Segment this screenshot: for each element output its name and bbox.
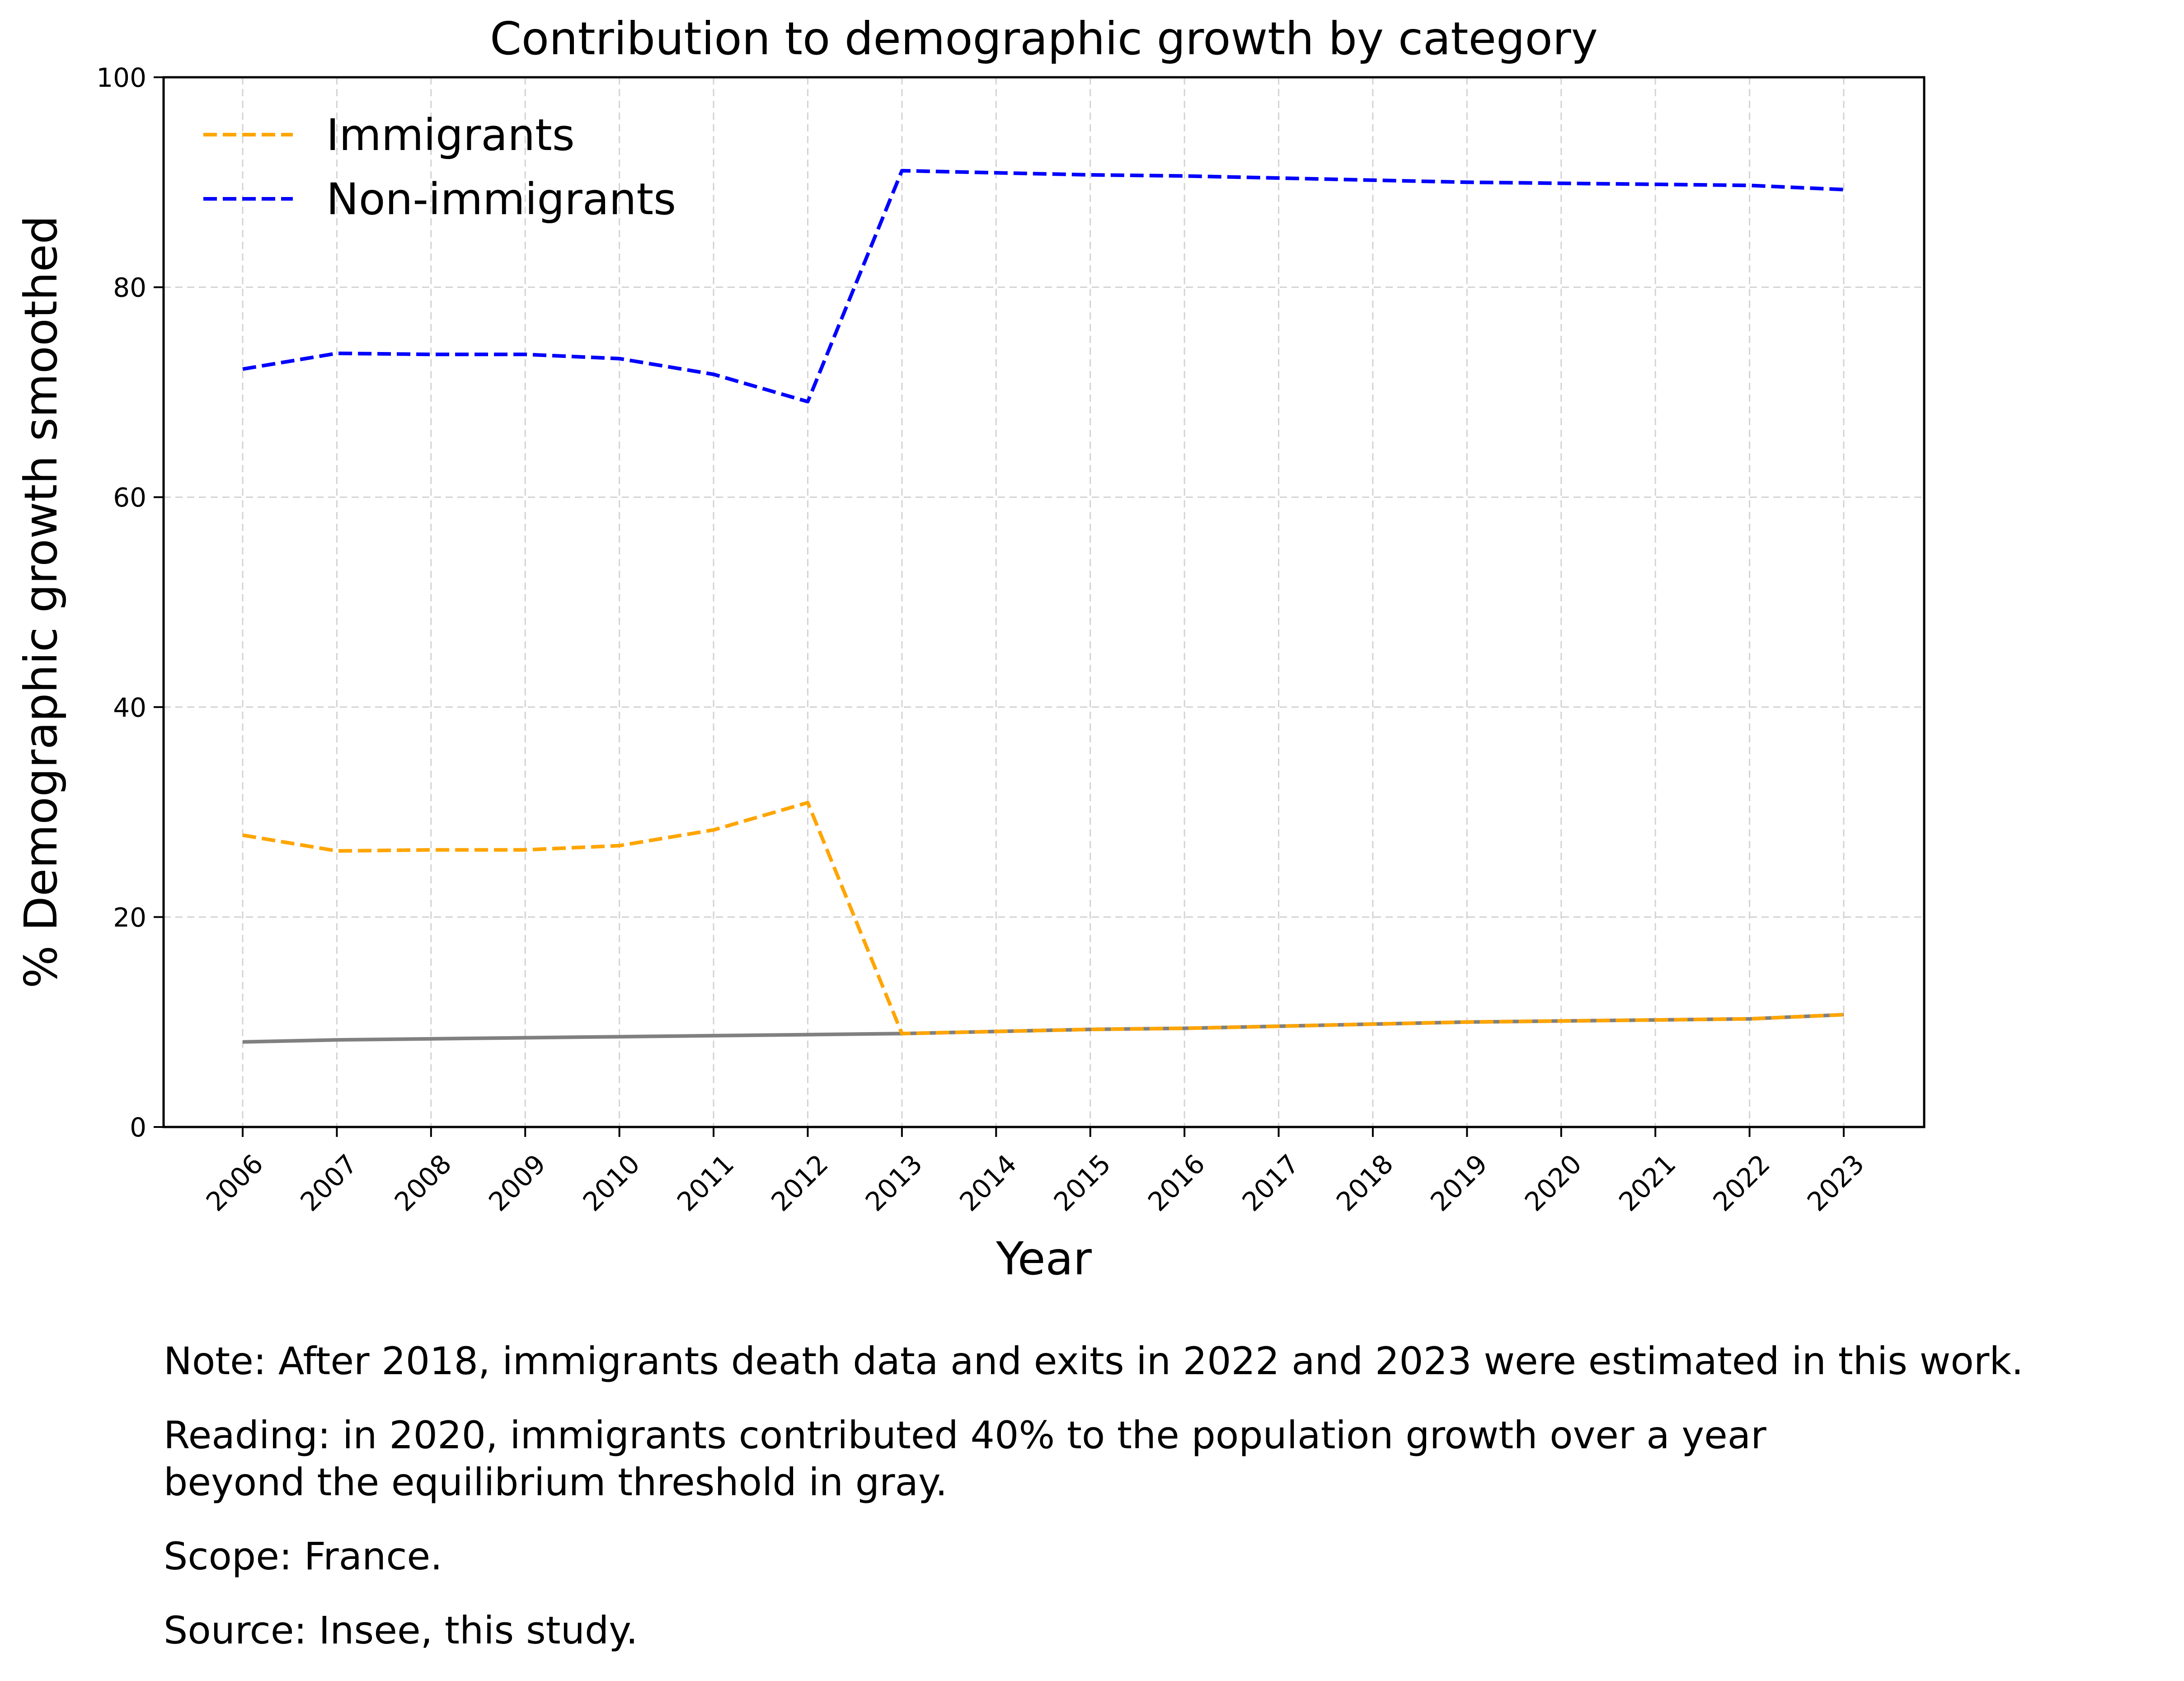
reading-text: Reading: in 2020, immigrants contributed…: [164, 1412, 2170, 1506]
x-tick-label: 2008: [389, 1148, 457, 1217]
x-tick-label: 2013: [860, 1148, 928, 1217]
y-tick-label: 0: [130, 1112, 146, 1143]
legend: Immigrants Non-immigrants: [203, 110, 676, 225]
x-tick-label: 2021: [1613, 1148, 1681, 1217]
series-lines: [243, 171, 1844, 1042]
y-tick-label: 80: [113, 272, 146, 303]
x-tick-label: 2019: [1424, 1148, 1493, 1217]
legend-label-immigrants: Immigrants: [326, 110, 575, 160]
notes-block: Note: After 2018, immigrants death data …: [164, 1338, 2170, 1681]
x-tick-label: 2016: [1142, 1148, 1211, 1217]
y-tick-label: 100: [96, 62, 146, 93]
x-tick-label: 2018: [1330, 1148, 1399, 1217]
chart-title: Contribution to demographic growth by ca…: [490, 12, 1598, 65]
y-tick-label: 60: [113, 482, 146, 513]
immigrants-line: [243, 803, 1844, 1033]
x-tick-label: 2014: [953, 1148, 1022, 1217]
x-tick-label: 2007: [294, 1148, 363, 1217]
x-tick-label: 2022: [1707, 1148, 1776, 1217]
y-tick-label: 40: [113, 692, 146, 723]
x-tick-label: 2006: [200, 1148, 269, 1217]
y-axis-label: % Demographic growth smoothed: [14, 216, 67, 988]
legend-label-non-immigrants: Non-immigrants: [326, 174, 676, 225]
x-tick-label: 2017: [1236, 1148, 1305, 1217]
y-tick-label: 20: [113, 902, 146, 933]
gridlines: [164, 77, 1924, 1127]
x-tick-label: 2023: [1801, 1148, 1870, 1217]
x-tick-label: 2009: [483, 1148, 551, 1217]
scope-text: Scope: France.: [164, 1533, 2170, 1580]
source-text: Source: Insee, this study.: [164, 1607, 2170, 1654]
x-tick-label: 2012: [765, 1148, 834, 1217]
axes: 2006 2007 2008 2009 2010 2011 2012 2013 2014 2015…: [96, 62, 1870, 1217]
x-axis-label: Year: [996, 1232, 1092, 1285]
x-tick-label: 2010: [577, 1148, 646, 1217]
plot-frame: [164, 77, 1924, 1127]
note-text: Note: After 2018, immigrants death data …: [164, 1338, 2170, 1385]
x-tick-label: 2011: [671, 1148, 740, 1217]
x-tick-label: 2020: [1519, 1148, 1588, 1217]
x-tick-label: 2015: [1048, 1148, 1117, 1217]
